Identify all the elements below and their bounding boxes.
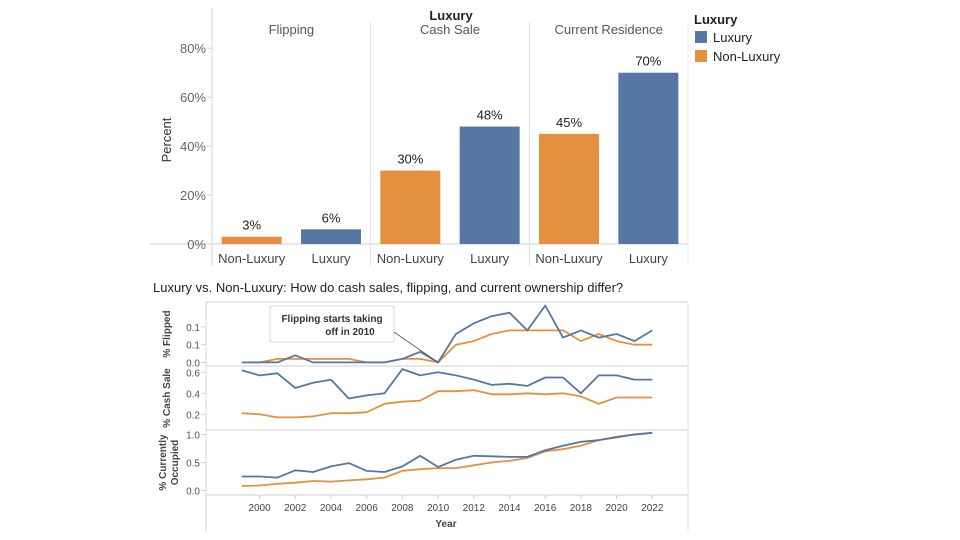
bar xyxy=(618,72,679,245)
line-y-tick-label: 0.0 xyxy=(186,358,200,369)
annotation-box xyxy=(269,305,395,343)
bar xyxy=(459,126,520,244)
line-y-axis-label: % Cash Sale xyxy=(162,368,173,428)
bar-y-tick-label: 40% xyxy=(180,139,206,154)
line-y-tick-label: 0.6 xyxy=(186,368,200,379)
bar-data-label: 3% xyxy=(242,218,261,233)
line-x-tick-label: 2010 xyxy=(427,503,450,514)
line-x-tick-label: 2018 xyxy=(570,503,593,514)
bar xyxy=(380,170,441,244)
legend-swatch xyxy=(695,31,707,43)
line-chart-title: Luxury vs. Non-Luxury: How do cash sales… xyxy=(153,280,623,295)
bar-y-axis-label: Percent xyxy=(159,117,174,162)
line-x-axis-label: Year xyxy=(435,519,456,530)
bar-data-label: 6% xyxy=(322,210,341,225)
line-y-axis-label: % Currently xyxy=(158,434,169,491)
bar-data-label: 45% xyxy=(556,115,582,130)
facet-header-2: Current Residence xyxy=(554,22,662,37)
legend-swatch xyxy=(695,50,707,62)
line-y-tick-label: 0.1 xyxy=(186,341,200,352)
bar-x-tick-label: Luxury xyxy=(629,251,669,266)
facet-super-header: Luxury xyxy=(429,8,473,23)
annotation-connector xyxy=(393,331,439,363)
bar xyxy=(221,236,282,244)
legend-label: Non-Luxury xyxy=(713,49,781,64)
bar-x-tick-label: Non-Luxury xyxy=(535,251,603,266)
line-x-tick-label: 2020 xyxy=(605,503,628,514)
bar-data-label: 30% xyxy=(397,152,423,167)
line-y-axis-label: % Flipped xyxy=(162,310,173,357)
bar-x-tick-label: Non-Luxury xyxy=(377,251,445,266)
line-y-tick-label: 1.0 xyxy=(186,430,200,441)
series-line-luxury xyxy=(241,304,653,364)
facet-header-1: Cash Sale xyxy=(420,22,480,37)
series-line-non-luxury xyxy=(241,431,653,487)
bar-data-label: 70% xyxy=(635,54,661,69)
line-y-tick-label: 0.0 xyxy=(186,487,200,498)
line-x-tick-label: 2002 xyxy=(284,503,307,514)
bar-x-tick-label: Non-Luxury xyxy=(218,251,286,266)
bar-y-tick-label: 80% xyxy=(180,41,206,56)
bar-data-label: 48% xyxy=(477,108,503,123)
bar-y-tick-label: 0% xyxy=(187,237,206,252)
legend-title: Luxury xyxy=(694,12,738,27)
series-line-luxury xyxy=(241,368,653,400)
bar xyxy=(301,229,361,244)
line-x-tick-label: 2014 xyxy=(498,503,521,514)
facet-header-0: Flipping xyxy=(269,22,315,37)
line-x-tick-label: 2016 xyxy=(534,503,557,514)
line-x-tick-label: 2006 xyxy=(356,503,379,514)
legend-label: Luxury xyxy=(713,30,753,45)
line-y-tick-label: 0.2 xyxy=(186,410,200,421)
line-x-tick-label: 2008 xyxy=(391,503,414,514)
line-x-tick-label: 2004 xyxy=(320,503,343,514)
series-line-non-luxury xyxy=(241,329,653,364)
line-y-tick-label: 0.1 xyxy=(186,323,200,334)
series-line-luxury xyxy=(241,431,653,479)
bar-y-tick-label: 60% xyxy=(180,90,206,105)
line-y-tick-label: 0.5 xyxy=(186,459,200,470)
bar-x-tick-label: Luxury xyxy=(470,251,510,266)
line-y-tick-label: 0.4 xyxy=(186,389,200,400)
line-x-tick-label: 2022 xyxy=(641,503,664,514)
line-y-axis-label-line2: Occupied xyxy=(170,440,181,486)
bar-y-tick-label: 20% xyxy=(180,188,206,203)
bar-x-tick-label: Luxury xyxy=(311,251,351,266)
bar xyxy=(539,133,599,244)
series-line-non-luxury xyxy=(241,389,653,419)
line-x-tick-label: 2000 xyxy=(248,503,271,514)
annotation-text: Flipping starts taking xyxy=(281,314,382,325)
line-x-tick-label: 2012 xyxy=(463,503,486,514)
annotation-text-line2: off in 2010 xyxy=(325,327,375,338)
